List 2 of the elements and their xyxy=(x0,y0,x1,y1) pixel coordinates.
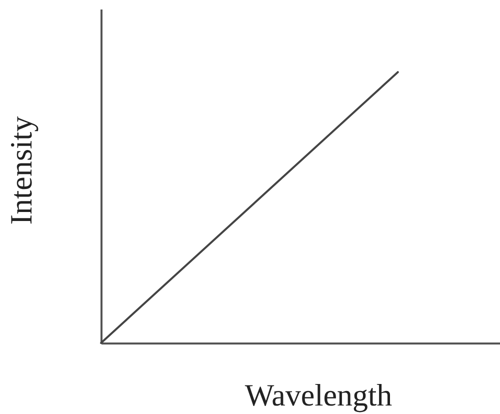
x-axis-title: Wavelength xyxy=(244,378,393,412)
y-axis-title: Intensity xyxy=(4,116,38,225)
